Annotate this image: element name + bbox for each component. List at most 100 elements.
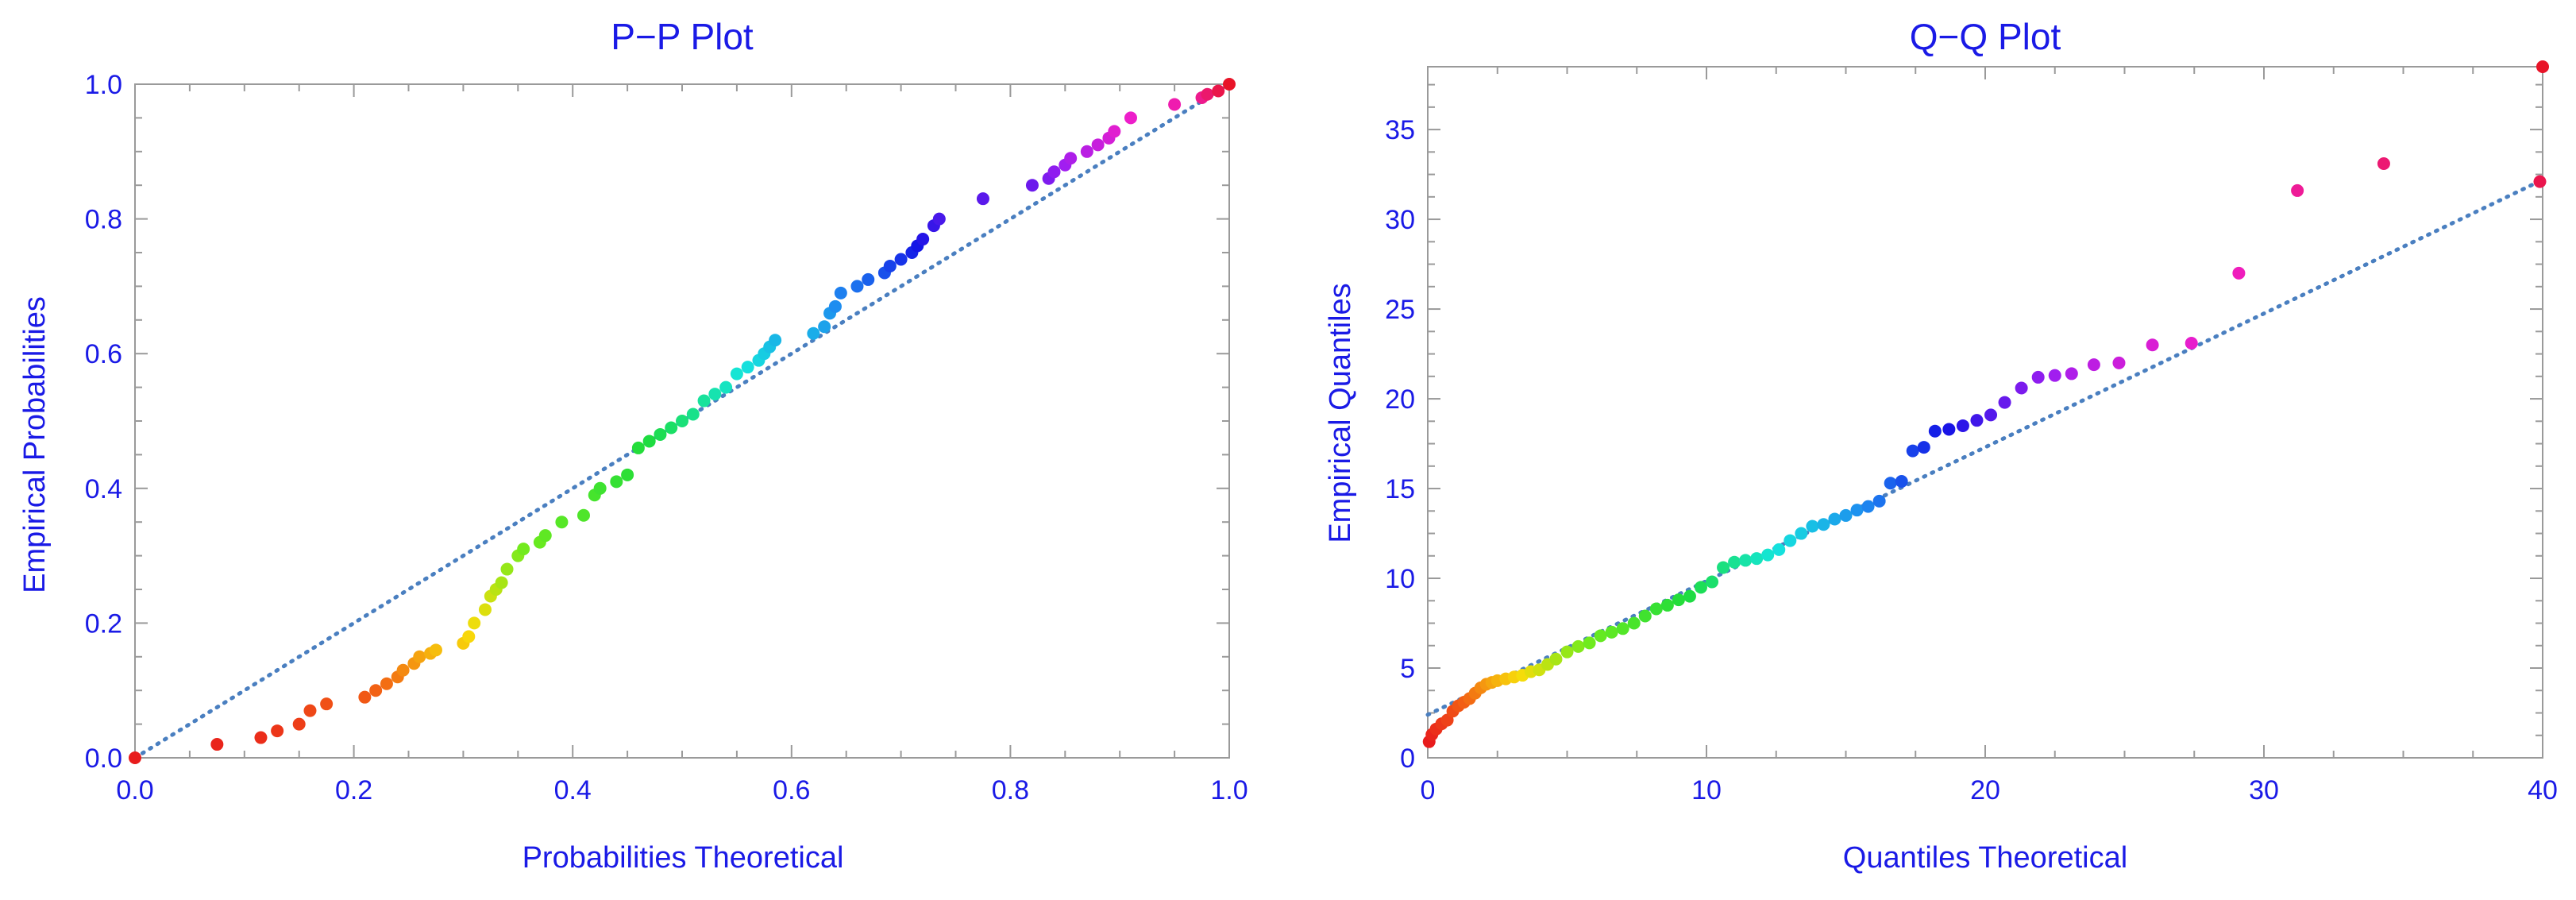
- pp-x-tick-label: 0.6: [773, 775, 810, 805]
- pp-y-tick-label: 0.8: [85, 205, 122, 235]
- pp-data-point: [320, 697, 334, 711]
- pp-data-point: [1064, 152, 1078, 165]
- qq-y-tick-label: 20: [1385, 384, 1415, 415]
- qq-x-axis-label: Quantiles Theoretical: [1843, 841, 2127, 875]
- pp-data-point: [1201, 87, 1214, 101]
- qq-data-point: [1638, 609, 1652, 623]
- pp-data-point: [292, 717, 306, 731]
- pp-y-tick-label: 0.0: [85, 744, 122, 774]
- qq-data-point: [1627, 616, 1641, 630]
- qq-data-point: [2536, 60, 2549, 73]
- qq-reference-line-layer: [1425, 177, 2545, 717]
- qq-x-tick-label: 30: [2249, 775, 2279, 805]
- pp-plot-title: P−P Plot: [611, 16, 754, 57]
- pp-data-point: [1168, 98, 1182, 111]
- pp-data-point: [413, 650, 426, 663]
- qq-data-point: [1672, 593, 1685, 607]
- pp-data-point: [358, 690, 372, 704]
- qq-data-point: [1683, 589, 1696, 603]
- pp-data-point: [478, 603, 492, 616]
- pp-data-point: [429, 643, 442, 657]
- qq-data-point: [2533, 175, 2547, 188]
- pp-x-tick-label: 0.4: [554, 775, 592, 805]
- pp-data-point: [593, 481, 607, 495]
- qq-data-point: [1872, 494, 1886, 508]
- qq-data-point: [2185, 337, 2198, 350]
- pp-data-point: [686, 408, 700, 421]
- pp-data-point: [396, 663, 410, 677]
- qq-data-point: [1998, 396, 2011, 409]
- qq-data-point: [1917, 441, 1930, 454]
- qq-data-point: [1895, 475, 1908, 488]
- pp-data-point: [369, 684, 383, 697]
- qq-y-tick-label: 10: [1385, 564, 1415, 594]
- pp-data-point: [642, 435, 656, 448]
- pp-data-point: [1080, 145, 1093, 158]
- pp-data-point: [916, 233, 930, 246]
- qq-data-point: [2112, 356, 2126, 369]
- pp-data-point: [129, 751, 141, 764]
- pp-x-tick-label: 1.0: [1210, 775, 1248, 805]
- pp-data-point: [500, 562, 514, 576]
- qq-points-layer: [1422, 60, 2549, 748]
- pp-data-point: [555, 516, 569, 529]
- pp-data-point: [462, 630, 476, 643]
- pp-data-point: [719, 380, 733, 394]
- qq-data-point: [2015, 381, 2028, 395]
- pp-data-point: [828, 299, 842, 313]
- pp-data-point: [676, 415, 688, 427]
- pp-data-point: [932, 212, 946, 226]
- pp-data-point: [1025, 179, 1039, 192]
- qq-data-point: [2031, 370, 2045, 384]
- pp-data-point: [303, 704, 317, 717]
- qq-data-point: [2146, 338, 2159, 352]
- qq-data-point: [1605, 625, 1618, 639]
- pp-y-tick-label: 0.4: [85, 474, 122, 504]
- pp-data-point: [1108, 125, 1121, 138]
- pp-plot-panel: P−P Plot Probabilities Theoretical Empir…: [18, 16, 1248, 875]
- pp-data-point: [631, 441, 645, 454]
- pp-x-tick-label: 0.8: [992, 775, 1029, 805]
- pp-data-point: [850, 280, 864, 293]
- pp-data-point: [1212, 84, 1225, 98]
- pp-x-tick-label: 0.2: [335, 775, 372, 805]
- qq-data-point: [1728, 555, 1741, 569]
- pp-y-axis-label: Empirical Probabilities: [18, 296, 52, 593]
- qq-plot-title: Q−Q Plot: [1910, 16, 2061, 57]
- pp-data-point: [380, 677, 393, 690]
- pp-data-point: [976, 192, 989, 206]
- pp-data-point: [468, 616, 481, 630]
- pp-data-point: [1091, 138, 1105, 152]
- pp-x-axis-label: Probabilities Theoretical: [523, 841, 844, 875]
- qq-data-point: [1928, 424, 1942, 438]
- pp-data-point: [883, 259, 897, 272]
- qq-data-point: [1560, 645, 1574, 659]
- qq-data-point: [1594, 629, 1607, 643]
- qq-reference-line: [1425, 177, 2545, 717]
- pp-data-point: [654, 427, 667, 441]
- qq-data-point: [1694, 581, 1707, 594]
- qq-data-point: [1571, 639, 1585, 653]
- pp-data-point: [621, 468, 634, 481]
- qq-data-point: [1784, 534, 1797, 547]
- pp-data-point: [517, 543, 530, 556]
- pp-data-point: [741, 361, 754, 374]
- qq-y-axis-label: Empirical Quantiles: [1324, 283, 1357, 543]
- pp-data-point: [697, 394, 711, 408]
- qq-data-point: [1850, 504, 1864, 517]
- pp-data-point: [708, 388, 722, 401]
- qq-data-point: [1956, 419, 1969, 432]
- pp-data-point: [730, 367, 743, 380]
- qq-data-point: [2048, 369, 2061, 382]
- qq-data-point: [2065, 367, 2078, 380]
- pp-data-point: [254, 731, 268, 744]
- qq-data-point: [1828, 512, 1841, 526]
- qq-y-tick-label: 0: [1400, 744, 1415, 774]
- qq-y-tick-label: 30: [1385, 205, 1415, 235]
- qq-plot-panel: Q−Q Plot Quantiles Theoretical Empirical…: [1324, 16, 2558, 875]
- qq-data-point: [1984, 408, 1998, 422]
- qq-data-point: [2291, 183, 2304, 197]
- pp-data-point: [1223, 78, 1236, 91]
- pp-data-point: [894, 253, 908, 266]
